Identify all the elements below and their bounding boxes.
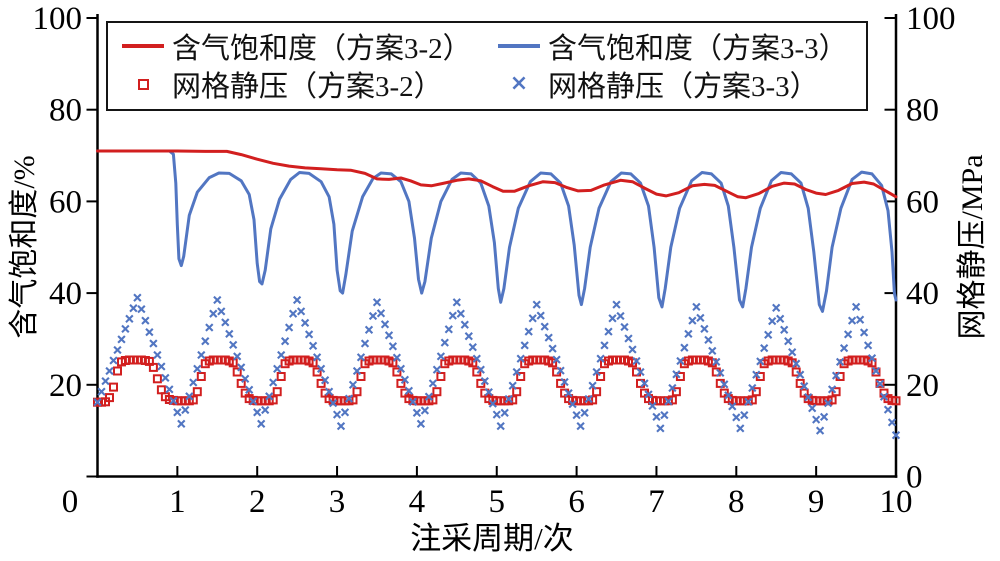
- y-left-axis-title: 含气饱和度/%: [8, 155, 41, 338]
- y-left-tick-label: 100: [33, 1, 83, 37]
- series-0: [96, 149, 898, 200]
- x-tick-label: 9: [808, 484, 825, 520]
- x-tick-label: 10: [880, 484, 913, 520]
- y-right-axis-title: 网格静压/MPa: [956, 154, 989, 339]
- legend-label: 含气饱和度（方案3-2）: [172, 33, 472, 65]
- legend-item-saturation-3-3: 含气饱和度（方案3-3）: [490, 27, 864, 65]
- x-tick-label: 6: [568, 484, 585, 520]
- y-left-tick-label: 80: [49, 93, 82, 129]
- y-left-tick-label: 60: [49, 184, 82, 220]
- y-left-tick-label: 20: [49, 368, 82, 404]
- x-tick-label: 2: [249, 484, 266, 520]
- legend-item-pressure-3-3: × 网格静压（方案3-3）: [490, 65, 864, 103]
- y-left-tick-label: 40: [49, 276, 82, 312]
- x-tick-label: 4: [409, 484, 426, 520]
- y-right-tick-label: 100: [906, 1, 956, 37]
- series-1: [96, 149, 898, 313]
- legend: 含气饱和度（方案3-2） 含气饱和度（方案3-3） 网格静压（方案3-2） × …: [106, 21, 868, 111]
- legend-square-marker-icon: [114, 78, 172, 90]
- y-right-tick-label: 60: [906, 184, 939, 220]
- x-tick-label: 5: [489, 484, 506, 520]
- x-axis-title: 注采周期/次: [410, 521, 574, 556]
- corner-zero-label: 0: [62, 484, 79, 520]
- legend-x-marker-icon: ×: [509, 71, 529, 96]
- legend-item-saturation-3-2: 含气饱和度（方案3-2）: [114, 27, 490, 65]
- x-tick-label: 3: [329, 484, 346, 520]
- x-tick-label: 7: [648, 484, 665, 520]
- legend-item-pressure-3-2: 网格静压（方案3-2）: [114, 65, 490, 103]
- legend-label: 网格静压（方案3-3）: [548, 71, 819, 103]
- series-2: [93, 355, 901, 407]
- legend-label: 网格静压（方案3-2）: [172, 71, 443, 103]
- legend-label: 含气饱和度（方案3-3）: [548, 33, 848, 65]
- x-tick-label: 8: [728, 484, 745, 520]
- x-tick-label: 1: [169, 484, 186, 520]
- series-3: [93, 293, 901, 440]
- y-right-tick-label: 40: [906, 276, 939, 312]
- y-right-tick-label: 20: [906, 368, 939, 404]
- y-right-tick-label: 0: [906, 460, 923, 496]
- legend-blue-line-icon: [490, 44, 548, 48]
- legend-red-line-icon: [114, 44, 172, 48]
- y-right-tick-label: 80: [906, 93, 939, 129]
